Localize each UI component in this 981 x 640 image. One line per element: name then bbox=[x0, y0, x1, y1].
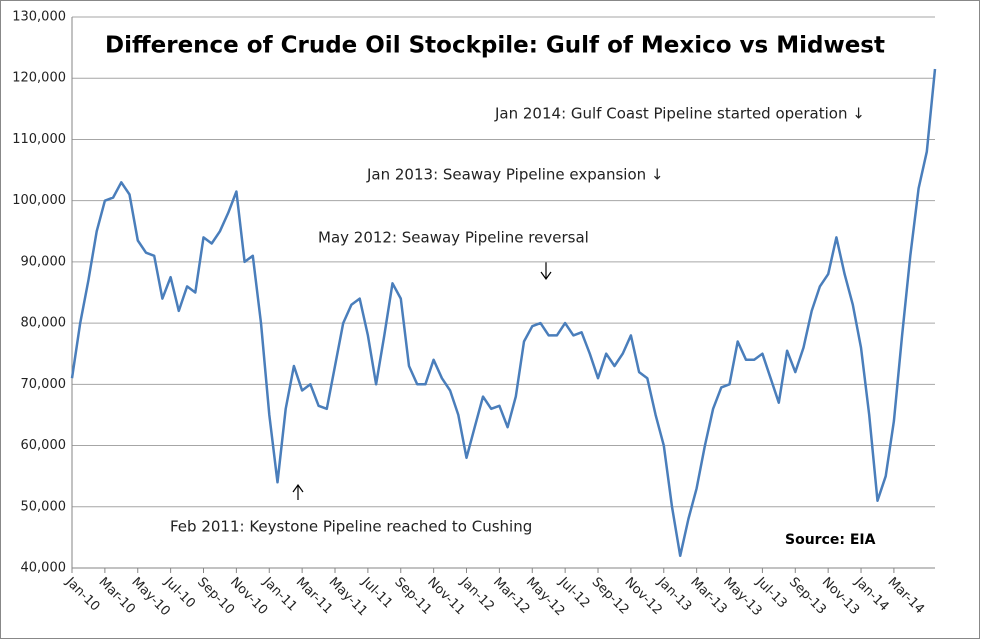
chart-title: Difference of Crude Oil Stockpile: Gulf … bbox=[105, 33, 885, 59]
annotation: Jan 2013: Seaway Pipeline expansion ↓ bbox=[366, 166, 663, 184]
data-line bbox=[70, 68, 937, 558]
annotation: May 2012: Seaway Pipeline reversal bbox=[318, 229, 589, 247]
y-tick-label: 100,000 bbox=[12, 193, 66, 208]
y-tick-label: 80,000 bbox=[21, 316, 67, 331]
y-tick-label: 120,000 bbox=[12, 71, 66, 86]
y-tick-label: 70,000 bbox=[21, 377, 67, 392]
y-tick-label: 40,000 bbox=[21, 561, 67, 576]
y-tick-label: 130,000 bbox=[12, 10, 66, 25]
y-tick-label: 50,000 bbox=[21, 499, 67, 514]
annotation: Jan 2014: Gulf Coast Pipeline started op… bbox=[494, 105, 865, 123]
annotation: Feb 2011: Keystone Pipeline reached to C… bbox=[170, 518, 532, 536]
arrow-head bbox=[540, 271, 552, 281]
y-tick-label: 90,000 bbox=[21, 254, 67, 269]
y-tick-label: 110,000 bbox=[12, 132, 66, 147]
y-tick-label: 60,000 bbox=[21, 438, 67, 453]
annotation: Source: EIA bbox=[785, 532, 876, 548]
arrow-head bbox=[292, 483, 304, 493]
